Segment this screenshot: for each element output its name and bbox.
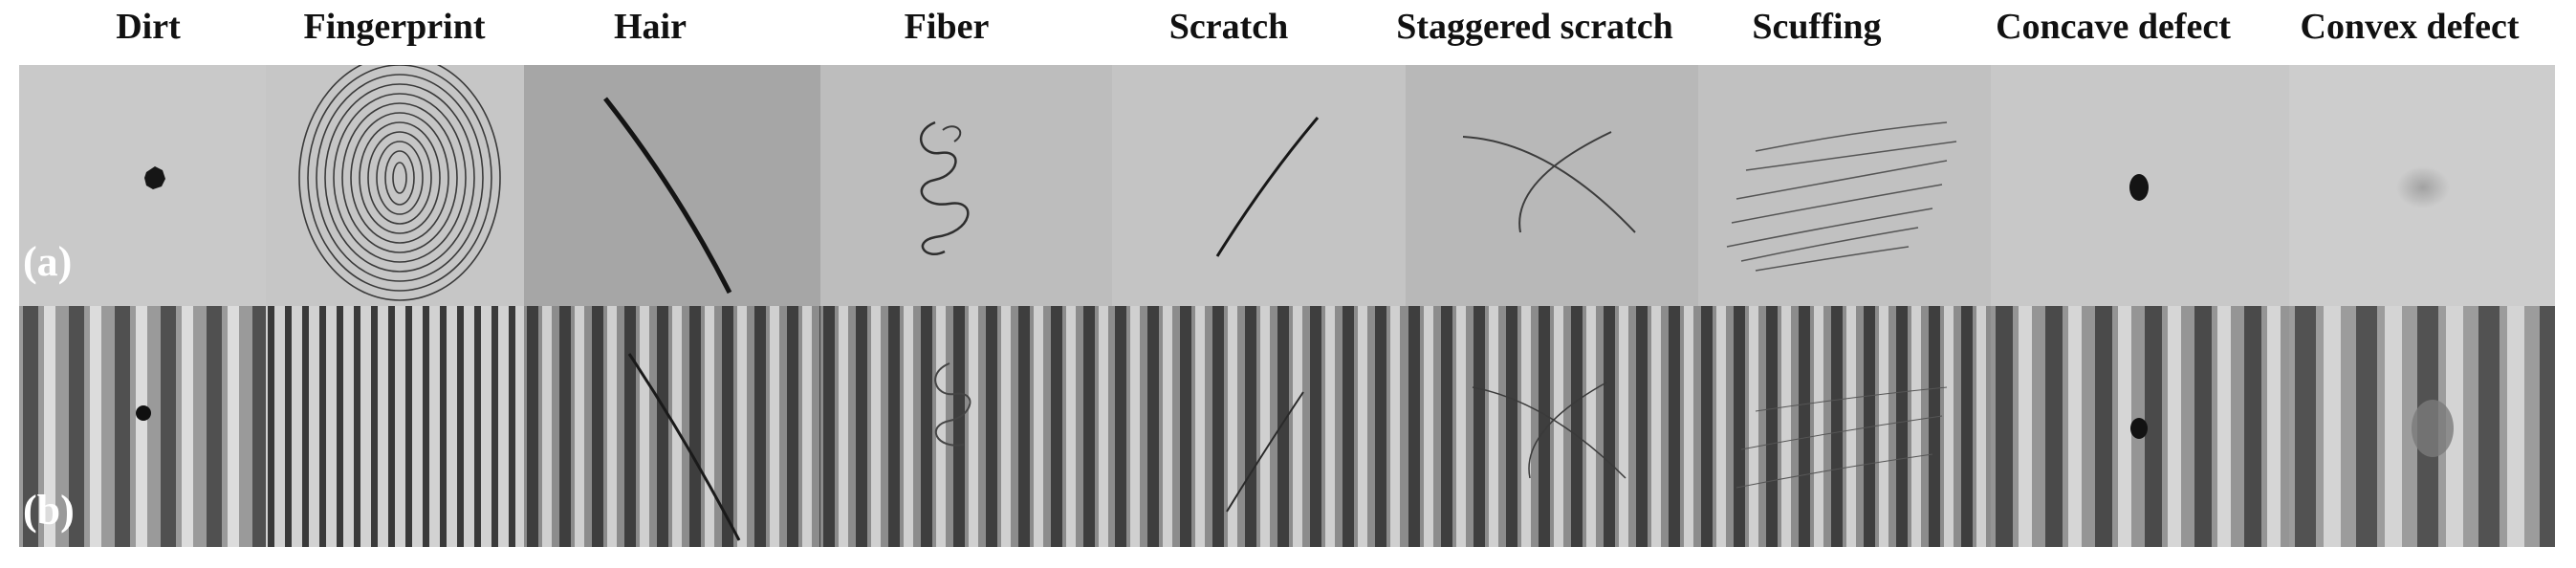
header-staggered-scratch: Staggered scratch bbox=[1396, 7, 1673, 47]
header-scuffing: Scuffing bbox=[1752, 7, 1882, 47]
image-b-hair bbox=[524, 306, 820, 547]
image-a-scuffing bbox=[1698, 65, 1991, 306]
image-b-staggered-scratch bbox=[1406, 306, 1698, 547]
header-dirt: Dirt bbox=[116, 7, 181, 47]
image-b-scuffing bbox=[1698, 306, 1991, 547]
image-a-staggered-scratch bbox=[1406, 65, 1698, 306]
header-concave-defect: Concave defect bbox=[1996, 7, 2231, 47]
image-a-hair bbox=[524, 65, 820, 306]
image-a-convex-defect bbox=[2289, 65, 2555, 306]
header-hair: Hair bbox=[614, 7, 687, 47]
image-a-fingerprint bbox=[266, 65, 524, 306]
row-label-b: (b) bbox=[23, 487, 75, 534]
row-label-a: (a) bbox=[23, 238, 73, 285]
image-b-fingerprint bbox=[266, 306, 524, 547]
image-a-fiber bbox=[820, 65, 1112, 306]
image-b-scratch bbox=[1112, 306, 1406, 547]
image-a-scratch bbox=[1112, 65, 1406, 306]
image-a-concave-defect bbox=[1991, 65, 2289, 306]
header-fingerprint: Fingerprint bbox=[303, 7, 486, 47]
header-fiber: Fiber bbox=[904, 7, 990, 47]
image-b-convex-defect bbox=[2289, 306, 2555, 547]
image-a-dirt bbox=[19, 65, 266, 306]
image-b-fiber bbox=[820, 306, 1112, 547]
image-b-concave-defect bbox=[1991, 306, 2289, 547]
header-convex-defect: Convex defect bbox=[2300, 7, 2520, 47]
header-scratch: Scratch bbox=[1168, 7, 1289, 47]
image-b-dirt bbox=[19, 306, 266, 547]
row-a-images bbox=[19, 65, 2555, 306]
row-b-images bbox=[19, 306, 2555, 547]
